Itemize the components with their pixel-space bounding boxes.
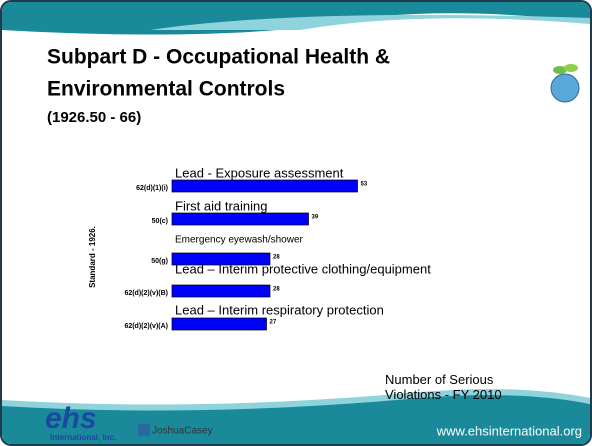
value-label: 28 [273,287,280,293]
note-box: Number of Serious Violations - FY 2010 [385,372,502,402]
bar [171,212,309,226]
value-label: 28 [273,255,280,261]
bar [171,252,271,266]
title-line-2: Environmental Controls [47,78,285,101]
bottom-wave-light [2,389,590,411]
bar-annotation: Lead - Exposure assessment [175,165,344,180]
footer-url: www.ehsinternational.org [436,423,582,438]
value-label: 53 [361,182,368,188]
logo: ehs [45,402,97,435]
y-axis-label: Standard - 1926. [88,226,97,288]
bar-annotation: First aid training [175,198,267,213]
bar-annotation: Lead – Interim respiratory protection [175,302,384,317]
category-label: 62(d)(2)(v)(A) [124,323,168,330]
note: Number of Serious Violations - FY 2010 [385,372,502,402]
partner-logo: JoshuaCasey [152,426,213,437]
bar-annotation: Lead – Interim protective clothing/equip… [175,261,431,276]
bar [171,179,358,193]
category-label: 62(d)(2)(v)(B) [124,290,168,297]
value-label: 39 [312,215,319,221]
value-label: 27 [270,320,277,326]
category-label: 50(c) [152,218,168,225]
category-label: 50(g) [151,258,168,265]
bar [171,317,267,331]
bar [171,284,271,298]
partner-icon [138,424,150,436]
globe-icon [550,64,580,103]
logo-sub: International, Inc. [50,433,116,442]
subtitle: (1926.50 - 66) [47,109,141,126]
category-label: 62(d)(1)(i) [136,185,168,192]
top-wave-light [150,14,590,30]
title-line-1: Subpart D - Occupational Health & [47,46,390,69]
bar-annotation: Emergency eyewash/shower [175,235,304,246]
